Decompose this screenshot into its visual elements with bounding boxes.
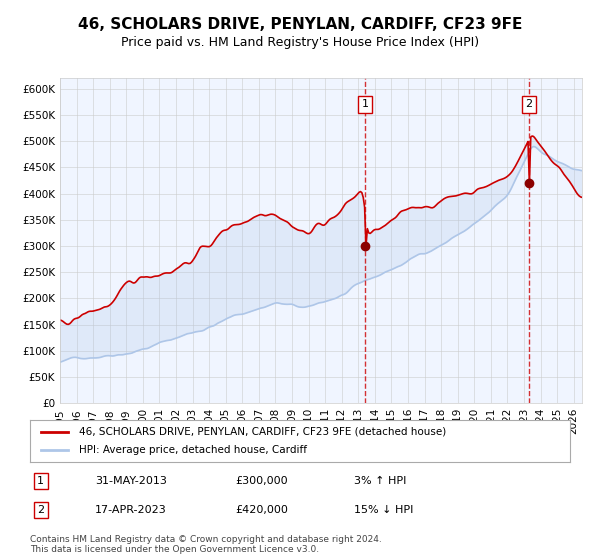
Text: 1: 1	[37, 476, 44, 486]
Text: 46, SCHOLARS DRIVE, PENYLAN, CARDIFF, CF23 9FE (detached house): 46, SCHOLARS DRIVE, PENYLAN, CARDIFF, CF…	[79, 427, 446, 437]
46, SCHOLARS DRIVE, PENYLAN, CARDIFF, CF23 9FE (detached house)	[56, 316, 64, 323]
Text: 2: 2	[37, 505, 44, 515]
HPI: Average price, detached house, Cardiff: (2.03e+03, 4.56e+05): Average price, detached house, Cardiff: …	[560, 161, 568, 167]
HPI: Average price, detached house, Cardiff: (2.02e+03, 4.9e+05): Average price, detached house, Cardiff: …	[530, 143, 537, 150]
Text: £300,000: £300,000	[235, 476, 288, 486]
Text: 2: 2	[525, 99, 532, 109]
46, SCHOLARS DRIVE, PENYLAN, CARDIFF, CF23 9FE (detached house)	[264, 212, 271, 218]
Text: 17-APR-2023: 17-APR-2023	[95, 505, 167, 515]
Text: 46, SCHOLARS DRIVE, PENYLAN, CARDIFF, CF23 9FE: 46, SCHOLARS DRIVE, PENYLAN, CARDIFF, CF…	[78, 17, 522, 32]
Text: Contains HM Land Registry data © Crown copyright and database right 2024.
This d: Contains HM Land Registry data © Crown c…	[30, 535, 382, 554]
Text: 15% ↓ HPI: 15% ↓ HPI	[354, 505, 413, 515]
46, SCHOLARS DRIVE, PENYLAN, CARDIFF, CF23 9FE (detached house)	[578, 194, 586, 200]
Text: 31-MAY-2013: 31-MAY-2013	[95, 476, 167, 486]
46, SCHOLARS DRIVE, PENYLAN, CARDIFF, CF23 9FE (detached house)	[346, 197, 353, 204]
46, SCHOLARS DRIVE, PENYLAN, CARDIFF, CF23 9FE (detached house)	[65, 321, 72, 328]
46, SCHOLARS DRIVE, PENYLAN, CARDIFF, CF23 9FE (detached house)	[529, 133, 536, 139]
46, SCHOLARS DRIVE, PENYLAN, CARDIFF, CF23 9FE (detached house)	[380, 223, 388, 230]
HPI: Average price, detached house, Cardiff: (2.01e+03, 2.47e+05): Average price, detached house, Cardiff: …	[379, 270, 386, 277]
HPI: Average price, detached house, Cardiff: (2e+03, 7.86e+04): Average price, detached house, Cardiff: …	[56, 358, 64, 365]
HPI: Average price, detached house, Cardiff: (2.01e+03, 2.13e+05): Average price, detached house, Cardiff: …	[344, 288, 352, 295]
Text: 3% ↑ HPI: 3% ↑ HPI	[354, 476, 406, 486]
Line: 46, SCHOLARS DRIVE, PENYLAN, CARDIFF, CF23 9FE (detached house): 46, SCHOLARS DRIVE, PENYLAN, CARDIFF, CF…	[60, 136, 582, 324]
HPI: Average price, detached house, Cardiff: (2.03e+03, 4.44e+05): Average price, detached house, Cardiff: …	[578, 167, 586, 174]
HPI: Average price, detached house, Cardiff: (2.03e+03, 4.6e+05): Average price, detached house, Cardiff: …	[555, 158, 562, 165]
Text: HPI: Average price, detached house, Cardiff: HPI: Average price, detached house, Card…	[79, 445, 307, 455]
46, SCHOLARS DRIVE, PENYLAN, CARDIFF, CF23 9FE (detached house)	[74, 315, 82, 321]
Text: £420,000: £420,000	[235, 505, 288, 515]
46, SCHOLARS DRIVE, PENYLAN, CARDIFF, CF23 9FE (detached house)	[556, 165, 563, 171]
Line: HPI: Average price, detached house, Cardiff: HPI: Average price, detached house, Card…	[60, 147, 582, 362]
Text: Price paid vs. HM Land Registry's House Price Index (HPI): Price paid vs. HM Land Registry's House …	[121, 36, 479, 49]
Text: 1: 1	[362, 99, 369, 109]
HPI: Average price, detached house, Cardiff: (2.01e+03, 1.84e+05): Average price, detached house, Cardiff: …	[263, 303, 270, 310]
HPI: Average price, detached house, Cardiff: (2e+03, 8.73e+04): Average price, detached house, Cardiff: …	[73, 354, 80, 361]
46, SCHOLARS DRIVE, PENYLAN, CARDIFF, CF23 9FE (detached house)	[562, 173, 569, 180]
